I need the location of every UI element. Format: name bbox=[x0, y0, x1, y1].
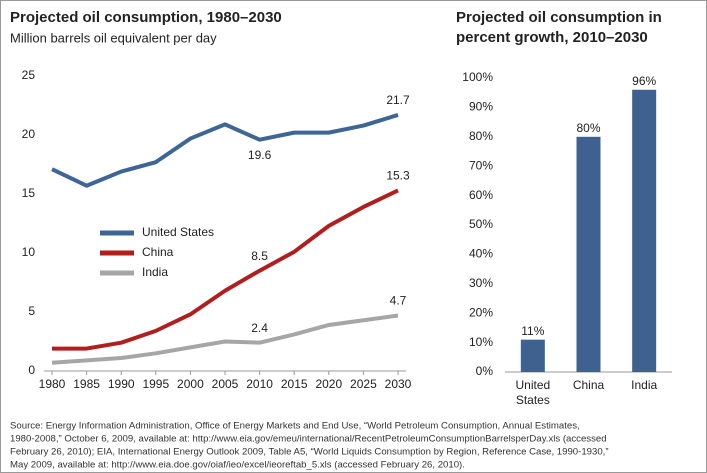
y-tick-label: 0% bbox=[476, 364, 494, 378]
bar bbox=[520, 339, 545, 372]
y-tick-label: 70% bbox=[469, 158, 493, 172]
y-tick-label: 20 bbox=[22, 127, 36, 141]
chart-subtitle: Million barrels oil equivalent per day bbox=[10, 30, 217, 45]
y-tick-label: 90% bbox=[469, 100, 493, 114]
y-tick-label: 25 bbox=[22, 68, 36, 82]
source-line: Source: Energy Information Administratio… bbox=[10, 421, 580, 432]
x-tick-label: 1995 bbox=[142, 377, 169, 391]
x-tick-label: 1985 bbox=[73, 377, 100, 391]
y-tick-label: 20% bbox=[469, 305, 493, 319]
x-tick-label: 2030 bbox=[385, 377, 412, 391]
source-line: February 26, 2010); EIA, International E… bbox=[10, 447, 609, 458]
source-line: May 2009, available at: http://www.eia.d… bbox=[10, 460, 465, 471]
data-label: 21.7 bbox=[386, 93, 410, 107]
y-tick-label: 10 bbox=[22, 245, 36, 259]
y-tick-label: 50% bbox=[469, 217, 493, 231]
data-label: 2.4 bbox=[251, 321, 268, 335]
bar bbox=[576, 136, 601, 372]
source-line: 1980-2008,” October 6, 2009, available a… bbox=[10, 434, 607, 445]
y-tick-label: 40% bbox=[469, 247, 493, 261]
x-tick-label: China bbox=[573, 378, 605, 392]
legend-label: China bbox=[142, 245, 174, 259]
x-tick-label: 2020 bbox=[315, 377, 342, 391]
bar bbox=[632, 89, 657, 372]
y-tick-label: 100% bbox=[462, 70, 493, 84]
data-label: 4.7 bbox=[390, 294, 407, 308]
y-tick-label: 30% bbox=[469, 276, 493, 290]
x-tick-label: 2025 bbox=[350, 377, 377, 391]
data-label: 96% bbox=[632, 74, 656, 88]
data-label: 8.5 bbox=[251, 249, 268, 263]
legend-label: India bbox=[142, 265, 168, 279]
x-tick-label: 2015 bbox=[281, 377, 308, 391]
data-label: 80% bbox=[576, 121, 600, 135]
x-tick-label: India bbox=[631, 378, 657, 392]
line-series bbox=[51, 113, 399, 188]
chart-title: Projected oil consumption in percent grow… bbox=[456, 9, 662, 46]
line-series bbox=[52, 188, 399, 351]
data-label: 11% bbox=[521, 324, 544, 338]
legend-label: United States bbox=[142, 225, 214, 239]
data-label: 19.6 bbox=[248, 148, 272, 162]
y-tick-label: 5 bbox=[28, 304, 35, 318]
y-tick-label: 0 bbox=[28, 363, 35, 377]
y-tick-label: 15 bbox=[22, 186, 36, 200]
y-tick-label: 10% bbox=[469, 335, 493, 349]
x-tick-label: 1980 bbox=[39, 377, 66, 391]
x-tick-label: 1990 bbox=[108, 377, 135, 391]
x-tick-label: 2005 bbox=[212, 377, 239, 391]
x-tick-label: 2010 bbox=[246, 377, 273, 391]
y-tick-label: 60% bbox=[469, 188, 493, 202]
y-tick-label: 80% bbox=[469, 129, 493, 143]
x-tick-label: 2000 bbox=[177, 377, 204, 391]
x-tick-label: United States bbox=[515, 378, 550, 407]
chart-title: Projected oil consumption, 1980–2030 bbox=[10, 9, 282, 26]
line-series bbox=[51, 313, 399, 365]
data-label: 15.3 bbox=[386, 169, 410, 183]
